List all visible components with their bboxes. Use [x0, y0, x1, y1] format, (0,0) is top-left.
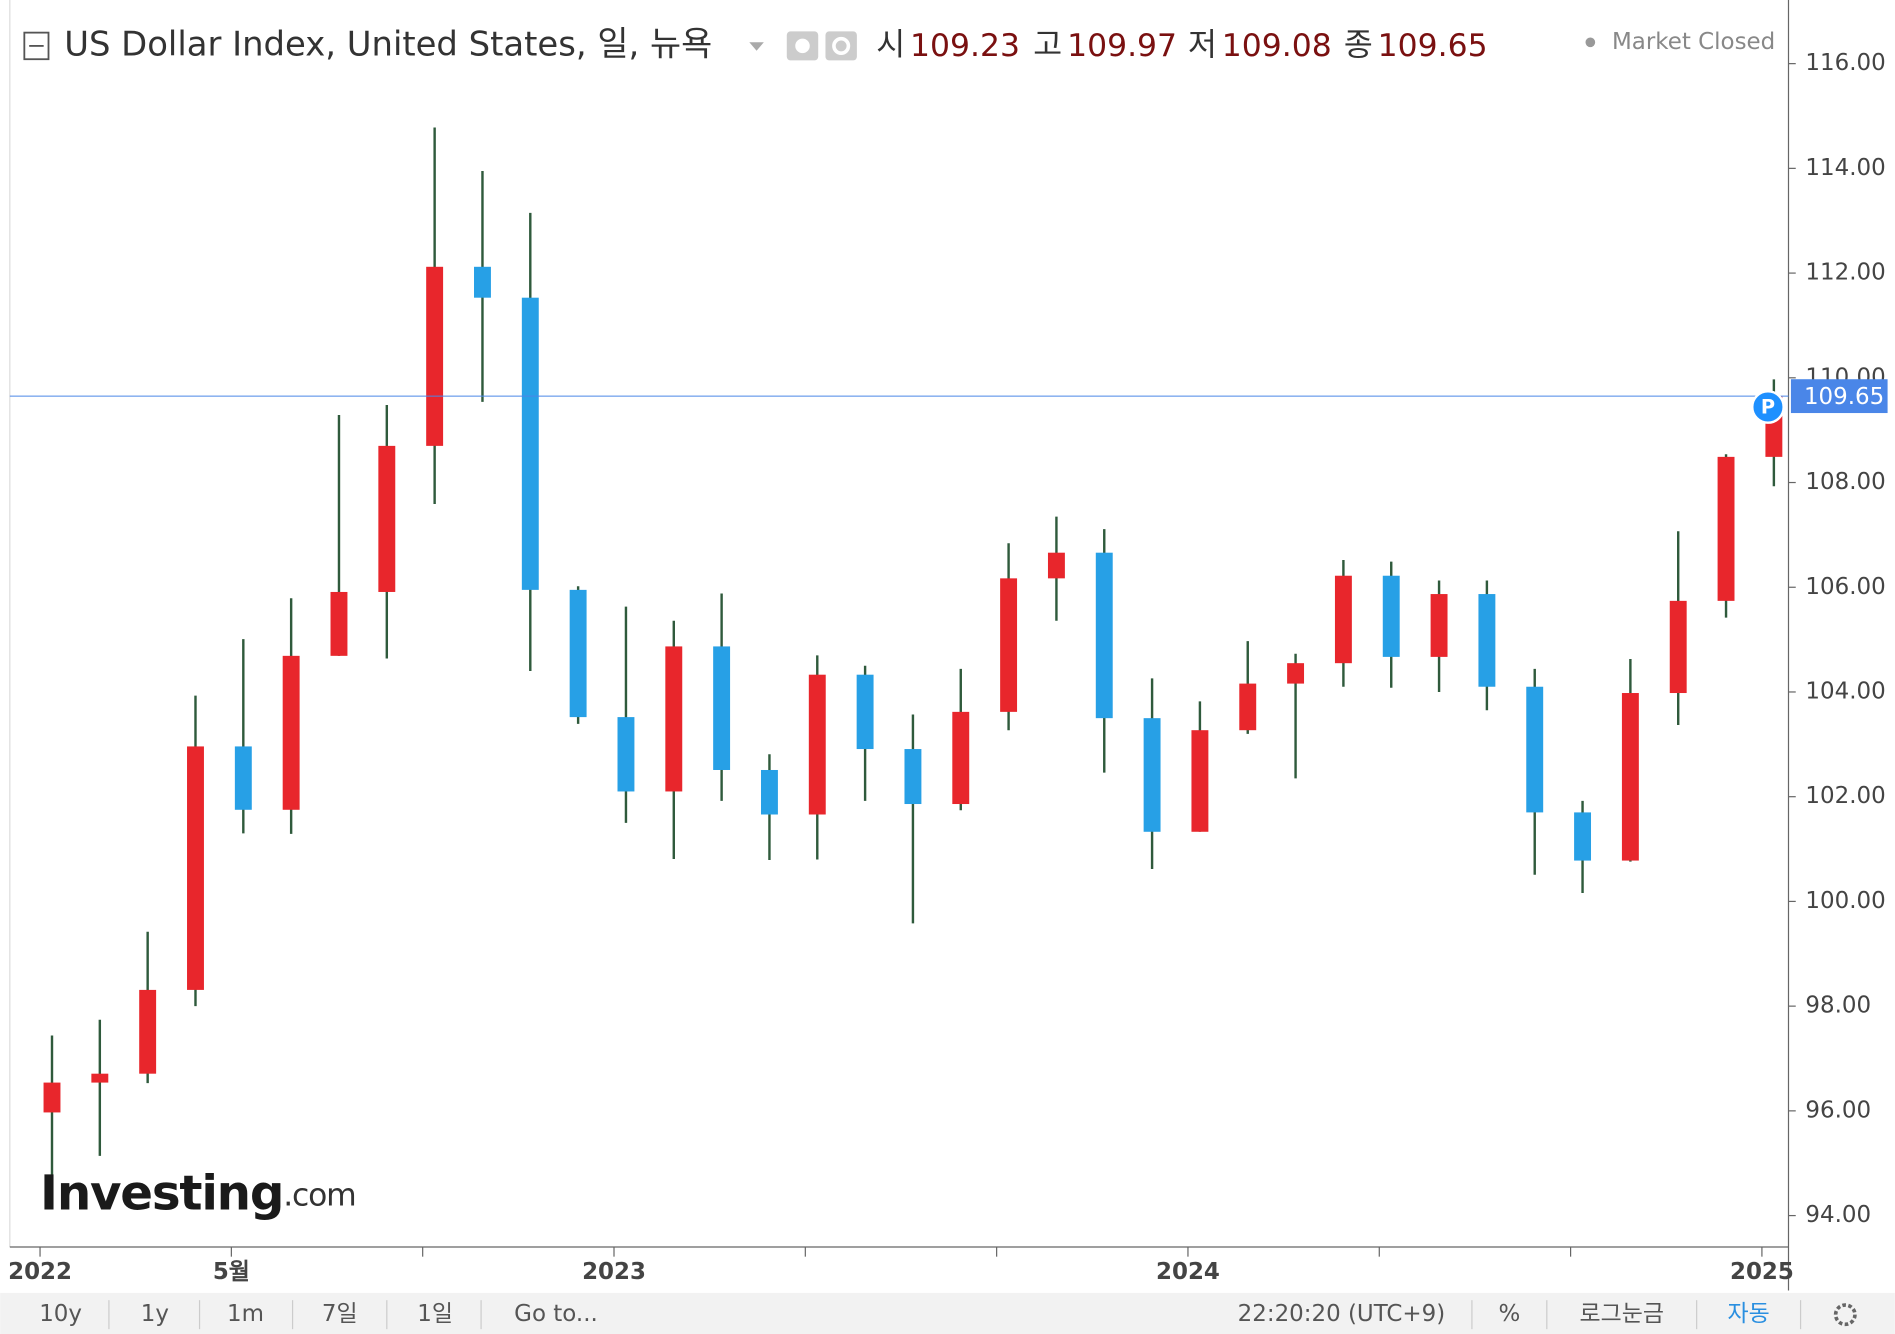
last-price-marker-label: P [1761, 396, 1775, 419]
candle-body [1239, 683, 1257, 731]
settings-icon-gear [832, 36, 851, 55]
watermark: Investing.com [40, 1165, 355, 1221]
quote-label: 시 [876, 27, 905, 63]
title-dropdown[interactable] [749, 42, 764, 51]
quote-value: 109.08 [1222, 28, 1332, 64]
candle-body [1621, 693, 1639, 861]
y-tick-label: 114.00 [1805, 155, 1885, 181]
status-dot [1585, 37, 1596, 48]
y-tick-label: 98.00 [1805, 993, 1871, 1019]
range-button[interactable]: 1m [227, 1301, 264, 1327]
range-button[interactable]: 1일 [417, 1301, 453, 1327]
candle-body [330, 591, 348, 656]
quote-value: 109.65 [1378, 28, 1488, 64]
candle-body [1334, 575, 1352, 664]
quote-value: 109.23 [910, 28, 1020, 64]
candle-body [760, 769, 778, 815]
candle-body [569, 589, 587, 718]
y-tick-label: 108.00 [1805, 469, 1885, 495]
last-price-label: 109.65 [1804, 384, 1884, 410]
plot-area [43, 127, 1783, 1183]
eye-icon-pupil [795, 38, 810, 54]
candle-body [234, 746, 252, 810]
y-tick-label: 116.00 [1805, 50, 1885, 76]
candle-body [904, 749, 922, 805]
candle-body [91, 1073, 109, 1083]
y-tick-label: 112.00 [1805, 260, 1885, 286]
settings-button[interactable] [1833, 1303, 1857, 1327]
candle-body [1000, 578, 1018, 712]
candle-body [521, 297, 539, 590]
toolbar [0, 1292, 1895, 1334]
x-tick-label: 2025 [1730, 1259, 1794, 1285]
candle-body [1574, 812, 1592, 861]
candle-body [665, 646, 683, 792]
candle-body [1478, 594, 1496, 687]
y-tick-label: 106.00 [1805, 574, 1885, 600]
y-tick-label: 104.00 [1805, 678, 1885, 704]
log-toggle[interactable]: 로그눈금 [1580, 1301, 1664, 1327]
collapse-icon[interactable] [23, 31, 50, 61]
watermark-suffix: .com [283, 1177, 355, 1213]
candle-body [1047, 552, 1065, 579]
x-tick-label: 2024 [1156, 1259, 1220, 1285]
candle-body [1095, 552, 1113, 719]
y-tick-label: 94.00 [1805, 1202, 1871, 1228]
candle-body [426, 266, 444, 446]
candle-body [1143, 718, 1161, 832]
chart-title: US Dollar Index, United States, 일, 뉴욕 [64, 24, 712, 63]
quote-label: 고 [1033, 27, 1062, 63]
candle-body [139, 989, 157, 1074]
candle-body [856, 674, 874, 750]
candle-body [474, 266, 491, 298]
candle-body [1382, 575, 1400, 657]
y-tick-label: 100.00 [1805, 888, 1885, 914]
range-button[interactable]: 7일 [322, 1301, 358, 1327]
x-tick-label: 2023 [582, 1259, 646, 1285]
candle-body [1287, 663, 1305, 684]
watermark-main: Investing [40, 1165, 283, 1221]
candle-body [187, 746, 204, 990]
candle-body [1191, 730, 1209, 832]
goto-button[interactable]: Go to... [514, 1301, 598, 1327]
candle-body [617, 717, 635, 792]
candle-body [1717, 456, 1735, 601]
quote-label: 저 [1188, 27, 1217, 63]
last-price-tag [1790, 379, 1888, 414]
toolbar-items: 10y 1y 1m 7일 1일 Go to... 22:20:20 (UTC+9)% 로그눈금… [39, 1300, 1857, 1330]
range-button[interactable]: 1y [141, 1301, 169, 1327]
x-tick-label: 5월 [213, 1259, 250, 1285]
y-tick-label: 96.00 [1805, 1097, 1871, 1123]
candle-body [378, 445, 396, 592]
market-status: Market Closed [1612, 29, 1775, 55]
candle-body [808, 674, 826, 815]
candle-body [1669, 600, 1687, 694]
quote-value: 109.97 [1067, 28, 1177, 64]
candle-body [282, 655, 300, 810]
quote-label: 종 [1344, 27, 1373, 63]
y-tick-label: 102.00 [1805, 783, 1885, 809]
quote: 시 109.23 고 109.97 저 109.08 종 109.65 [876, 27, 1487, 64]
x-tick-label: 2022 [8, 1259, 72, 1285]
last-price-marker [1751, 390, 1785, 424]
clock: 22:20:20 (UTC+9) [1238, 1301, 1446, 1327]
candle-body [1430, 594, 1448, 657]
percent-toggle[interactable]: % [1498, 1301, 1520, 1327]
candle-body [1526, 686, 1544, 813]
range-button[interactable]: 10y [39, 1301, 82, 1327]
auto-toggle[interactable]: 자동 [1728, 1301, 1770, 1327]
settings-icon[interactable] [825, 31, 857, 61]
candle-body [43, 1082, 61, 1113]
candle-body [713, 646, 731, 770]
candle-body [952, 711, 970, 805]
